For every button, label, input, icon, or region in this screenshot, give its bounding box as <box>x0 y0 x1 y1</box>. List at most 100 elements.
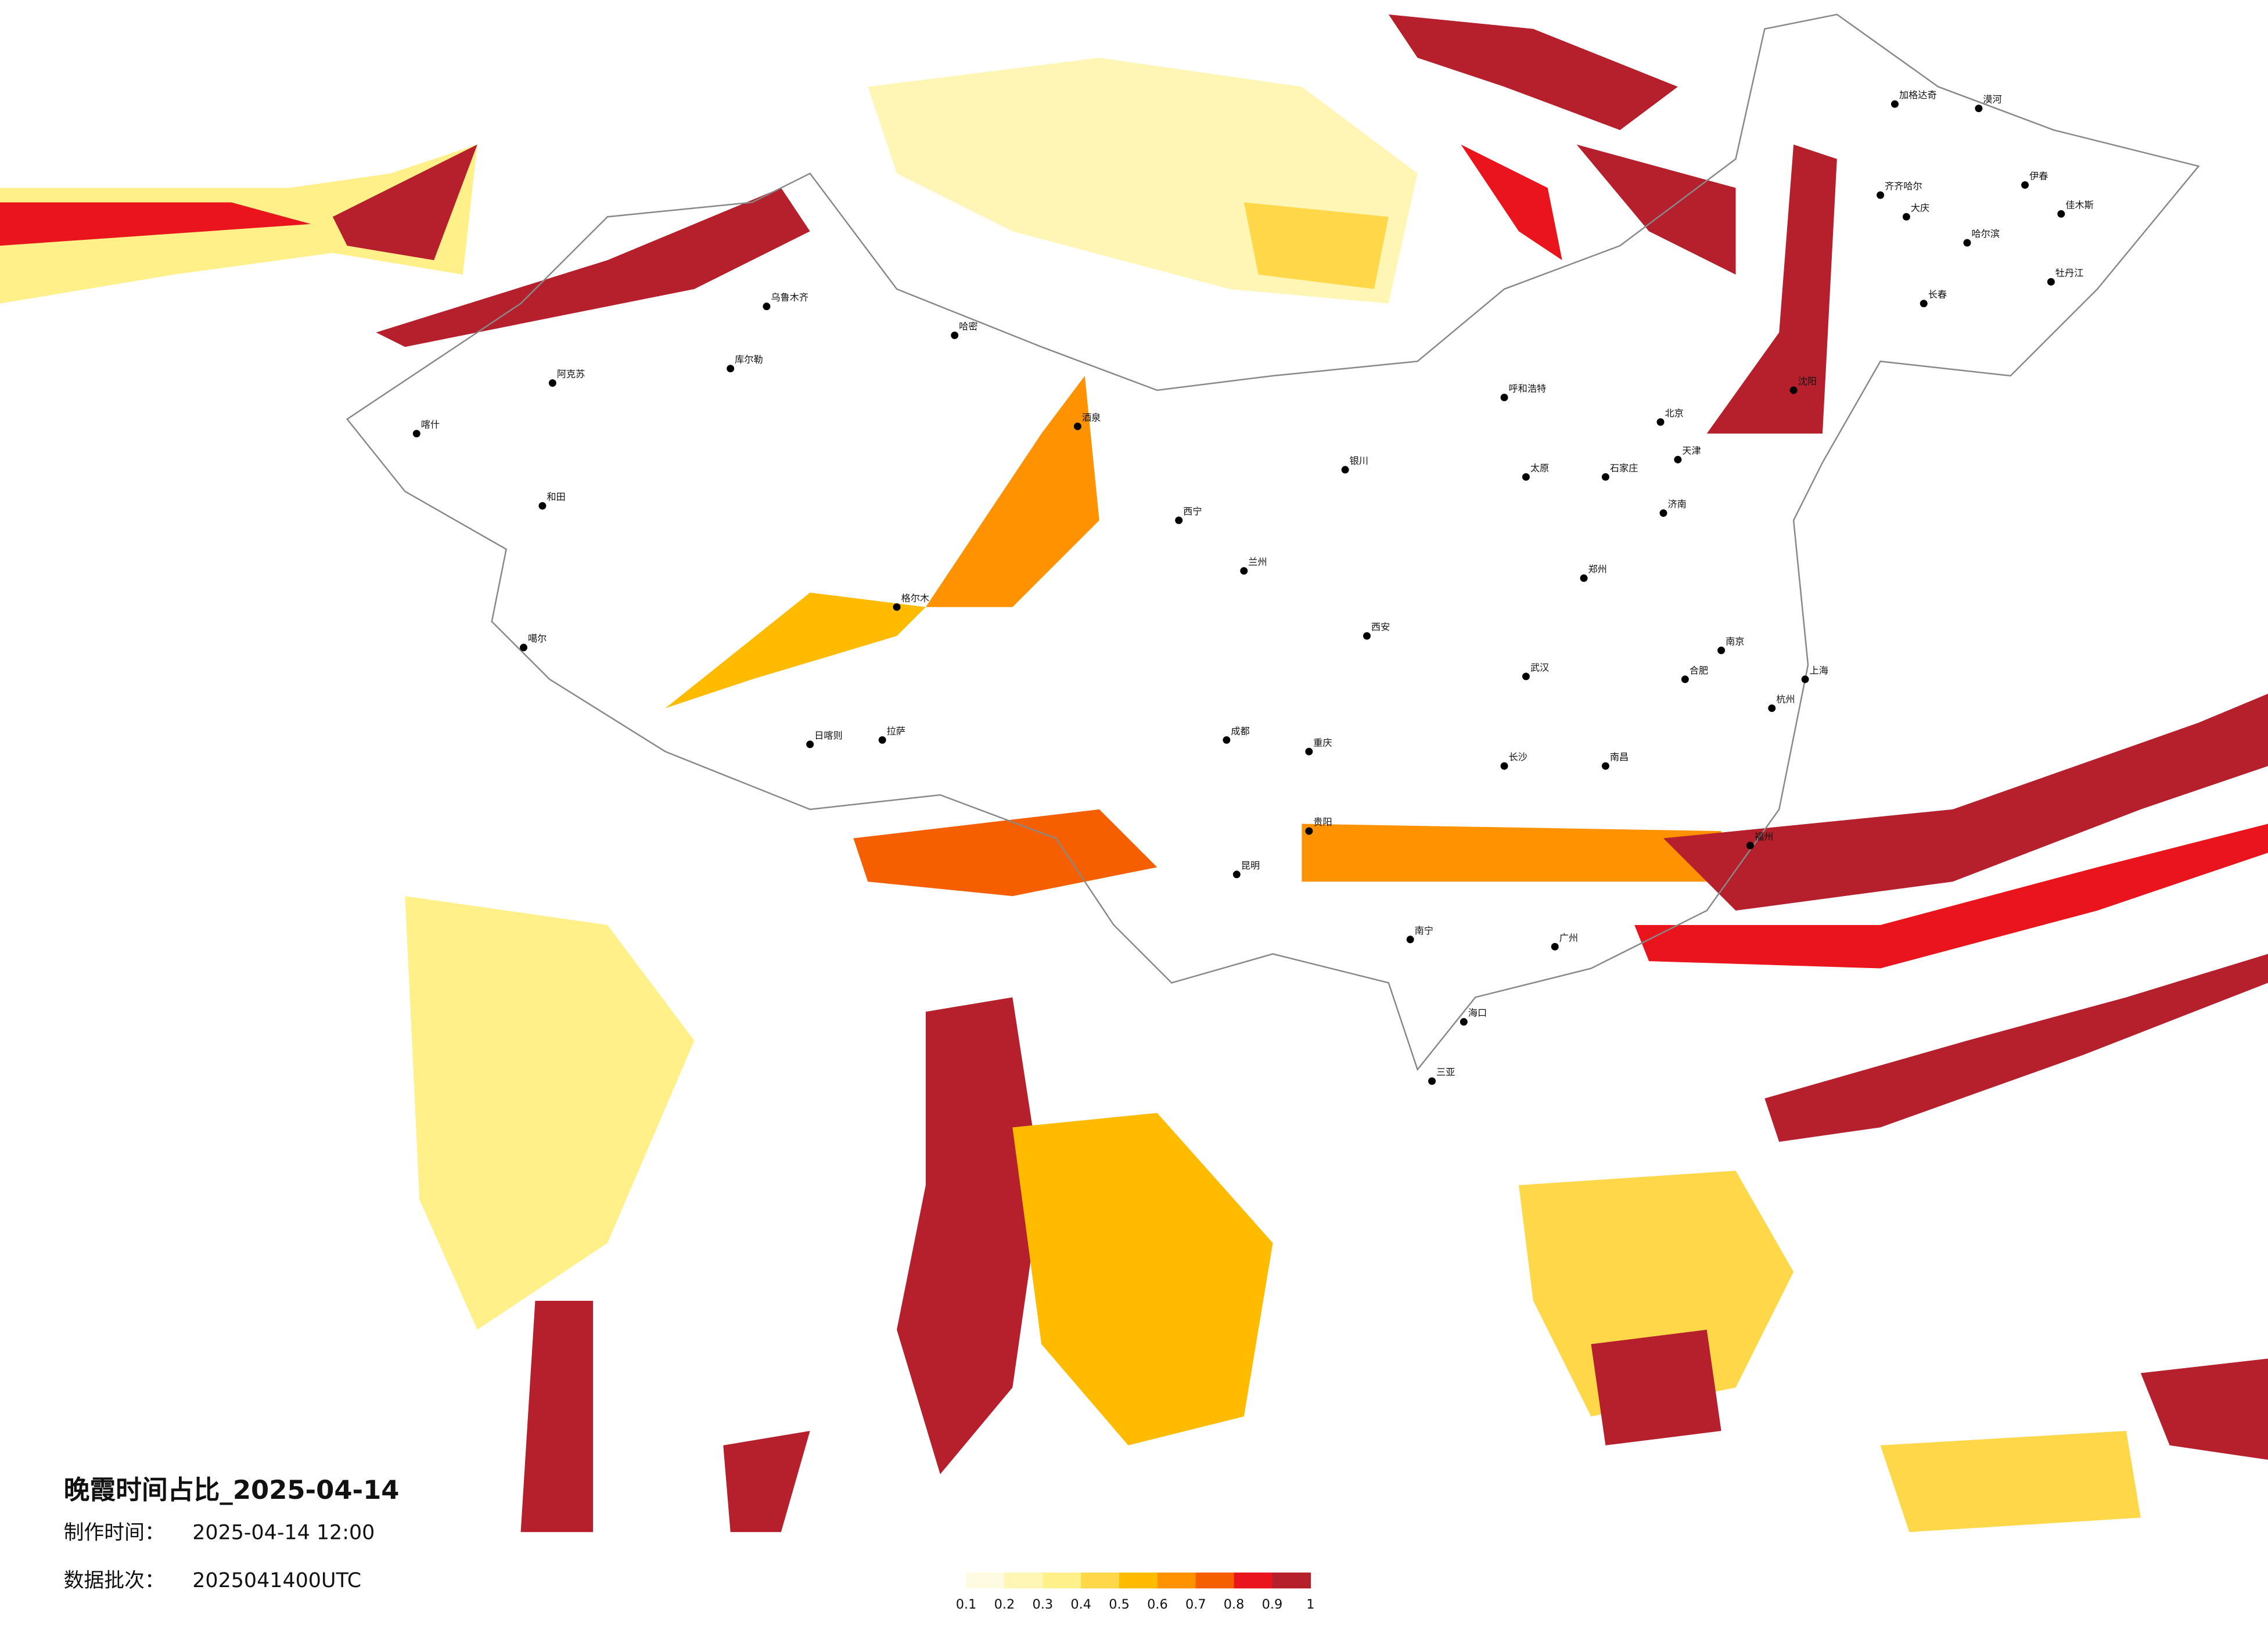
city-label: 呼和浩特 <box>1509 383 1547 394</box>
legend-swatch <box>966 1572 1005 1589</box>
legend-tick-label: 0.8 <box>1224 1597 1245 1612</box>
city-dot <box>1768 704 1776 713</box>
legend-swatch <box>1195 1572 1235 1589</box>
heat-area <box>1012 1113 1273 1445</box>
city-label: 大庆 <box>1911 202 1929 213</box>
city-dot <box>2057 210 2065 218</box>
city-dot <box>1681 675 1689 684</box>
city-label: 三亚 <box>1436 1067 1455 1078</box>
heat-area <box>723 1431 810 1533</box>
city-dot <box>1789 386 1798 394</box>
city-dot <box>1522 672 1530 681</box>
city-label: 海口 <box>1468 1008 1487 1019</box>
legend-tick-label: 0.7 <box>1185 1597 1206 1612</box>
legend-swatch <box>1234 1572 1273 1589</box>
city-dot <box>1601 473 1609 481</box>
city-dot <box>1963 239 1971 247</box>
city-label: 加格达奇 <box>1899 89 1937 100</box>
legend-tick-label: 0.6 <box>1147 1597 1168 1612</box>
legend-tick-label: 0.4 <box>1070 1597 1091 1612</box>
city-label: 石家庄 <box>1610 462 1638 473</box>
city-dot <box>951 331 959 339</box>
city-label: 库尔勒 <box>735 354 763 365</box>
city-dot <box>1902 213 1910 221</box>
made-time: 2025-04-14 12:00 <box>192 1521 375 1545</box>
city-dot <box>1232 870 1241 879</box>
heat-area <box>897 997 1042 1474</box>
heat-area <box>520 1301 594 1533</box>
city-label: 杭州 <box>1776 694 1795 705</box>
heat-area <box>1576 144 1736 275</box>
city-label: 乌鲁木齐 <box>771 292 808 303</box>
heat-area <box>1764 954 2268 1142</box>
city-dot <box>1500 762 1508 770</box>
city-label: 拉萨 <box>887 725 905 736</box>
city-label: 漠河 <box>1983 94 2001 105</box>
legend-tick-label: 0.1 <box>956 1597 977 1612</box>
city-label: 成都 <box>1231 725 1249 736</box>
legend-tick-label: 0.9 <box>1262 1597 1283 1612</box>
heat-area <box>0 202 311 246</box>
city-dot <box>412 430 420 438</box>
city-dot <box>1801 675 1809 684</box>
city-dot <box>1363 632 1371 640</box>
city-label: 伊春 <box>2029 171 2048 182</box>
city-dot <box>2047 278 2055 286</box>
city-label: 银川 <box>1350 455 1368 466</box>
city-label: 格尔木 <box>901 592 930 603</box>
city-dot <box>538 502 547 510</box>
city-label: 哈密 <box>959 321 977 332</box>
heat-area <box>2140 1358 2268 1460</box>
heat-area <box>1461 144 1562 260</box>
city-label: 沈阳 <box>1798 376 1817 387</box>
city-dot <box>1223 736 1231 744</box>
heat-area <box>853 809 1158 897</box>
city-label: 贵阳 <box>1313 816 1332 828</box>
city-label: 阿克苏 <box>557 369 585 380</box>
city-label: 和田 <box>547 491 565 502</box>
city-dot <box>1175 516 1183 524</box>
city-dot <box>1877 191 1885 199</box>
city-label: 牡丹江 <box>2055 267 2084 278</box>
city-dot <box>548 379 556 387</box>
city-dot <box>1305 747 1313 756</box>
city-dot <box>1717 646 1726 654</box>
city-label: 西安 <box>1371 621 1390 632</box>
city-dot <box>1305 827 1313 835</box>
heat-area <box>925 376 1099 607</box>
legend-tick-label: 0.5 <box>1109 1597 1130 1612</box>
city-dot <box>1746 841 1754 850</box>
city-label: 上海 <box>1810 665 1828 676</box>
city-dot <box>1428 1077 1436 1085</box>
heat-area <box>405 896 695 1330</box>
heat-layer <box>0 14 2268 1533</box>
city-dot <box>1406 936 1414 944</box>
city-label: 南昌 <box>1610 751 1629 762</box>
batch-label: 数据批次： <box>64 1569 165 1592</box>
legend-swatch <box>1272 1572 1311 1589</box>
city-dot <box>1580 574 1588 582</box>
map-title: 晚霞时间占比_2025-04-14 <box>64 1474 400 1505</box>
city-dot <box>1073 422 1081 430</box>
city-label: 天津 <box>1682 445 1701 456</box>
city-label: 福州 <box>1755 831 1773 842</box>
city-label: 喀什 <box>421 419 440 430</box>
city-dot <box>1240 567 1248 575</box>
city-label: 合肥 <box>1690 665 1708 676</box>
heat-area <box>1663 693 2268 911</box>
city-label: 长沙 <box>1509 751 1527 762</box>
legend-swatch <box>1157 1572 1196 1589</box>
city-dot <box>1341 466 1349 474</box>
batch: 2025041400UTC <box>192 1569 361 1592</box>
heat-area <box>1243 202 1389 289</box>
city-label: 西宁 <box>1183 506 1202 517</box>
heat-area <box>1591 1329 1721 1445</box>
city-label: 长春 <box>1928 289 1947 300</box>
city-label: 哈尔滨 <box>1971 228 2000 239</box>
city-dot <box>520 643 528 652</box>
city-dot <box>1890 100 1899 108</box>
legend-swatch <box>1043 1572 1081 1589</box>
city-dot <box>1674 455 1682 463</box>
heat-area <box>1302 823 1721 882</box>
